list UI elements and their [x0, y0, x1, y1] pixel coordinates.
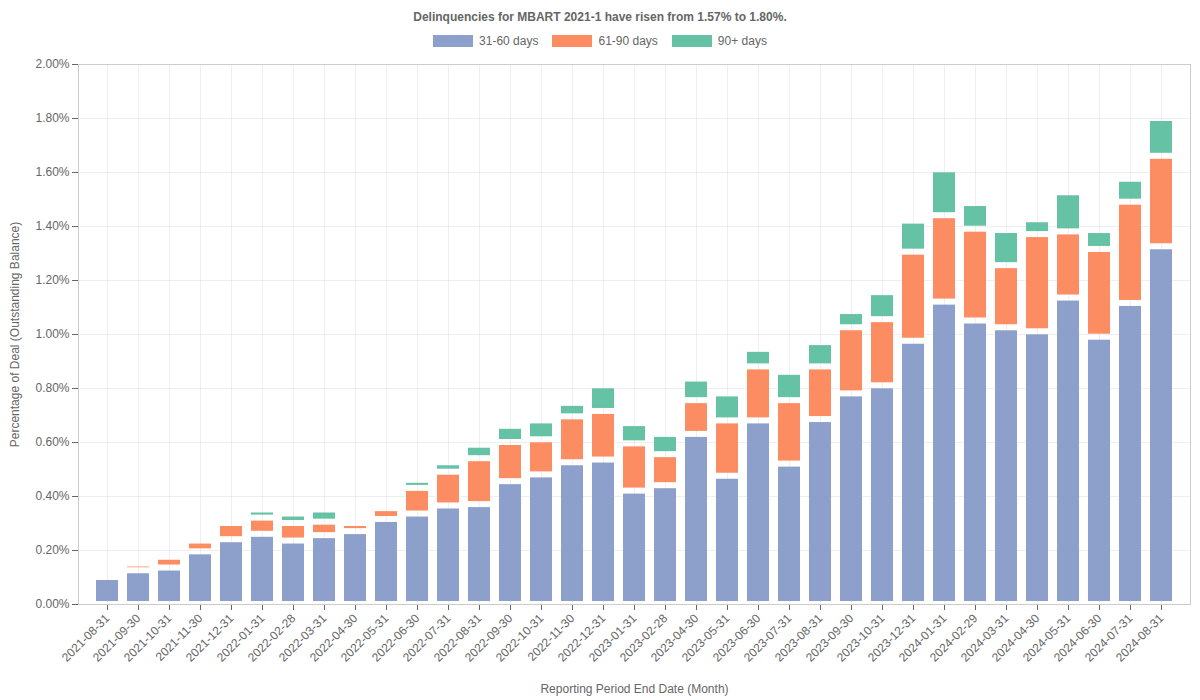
html-text:90+ days: 90+ days [717, 34, 767, 48]
svg-text:Percentage of Deal (Outstandin: Percentage of Deal (Outstanding Balance) [8, 222, 22, 447]
svg-text:2021-12-31: 2021-12-31 [183, 611, 237, 665]
svg-text:2022-07-31: 2022-07-31 [400, 611, 454, 665]
svg-text:2021-10-31: 2021-10-31 [121, 611, 175, 665]
svg-text:2023-08-31: 2023-08-31 [772, 611, 826, 665]
svg-text:2023-05-31: 2023-05-31 [679, 611, 733, 665]
svg-text:0.60%: 0.60% [35, 435, 69, 449]
svg-text:2023-01-31: 2023-01-31 [586, 611, 640, 665]
svg-text:1.40%: 1.40% [35, 219, 69, 233]
svg-text:2022-11-30: 2022-11-30 [524, 611, 578, 664]
svg-text:1.00%: 1.00% [35, 327, 69, 341]
svg-text:1.20%: 1.20% [35, 273, 69, 287]
html-text:61-90 days: 61-90 days [598, 34, 658, 48]
svg-text:2022-06-30: 2022-06-30 [369, 611, 423, 665]
svg-text:0.20%: 0.20% [35, 543, 69, 557]
svg-text:0.40%: 0.40% [35, 489, 69, 503]
svg-text:2022-04-30: 2022-04-30 [307, 611, 361, 665]
svg-text:1.60%: 1.60% [35, 165, 69, 179]
svg-text:2024-07-31: 2024-07-31 [1082, 611, 1136, 665]
svg-text:2023-12-31: 2023-12-31 [865, 611, 919, 665]
svg-text:2024-02-29: 2024-02-29 [927, 611, 981, 665]
svg-text:Reporting Period End Date (Mon: Reporting Period End Date (Month) [540, 682, 728, 696]
svg-text:2022-08-31: 2022-08-31 [431, 611, 485, 665]
html-text:Delinquencies for MBART 2021-1: Delinquencies for MBART 2021-1 have rise… [413, 10, 787, 24]
svg-text:2023-07-31: 2023-07-31 [741, 611, 795, 665]
svg-text:2023-10-31: 2023-10-31 [834, 611, 888, 665]
svg-text:2022-03-31: 2022-03-31 [276, 611, 330, 665]
svg-text:2024-03-31: 2024-03-31 [958, 611, 1012, 665]
svg-text:2022-12-31: 2022-12-31 [555, 611, 609, 665]
svg-text:1.80%: 1.80% [35, 111, 69, 125]
svg-text:2021-09-30: 2021-09-30 [90, 611, 144, 665]
svg-text:2024-06-30: 2024-06-30 [1051, 611, 1105, 665]
svg-text:2022-02-28: 2022-02-28 [245, 611, 299, 665]
svg-text:2022-09-30: 2022-09-30 [462, 611, 516, 665]
svg-text:2024-08-31: 2024-08-31 [1113, 611, 1167, 665]
svg-text:2024-04-30: 2024-04-30 [989, 611, 1043, 665]
html-text:31-60 days: 31-60 days [479, 34, 539, 48]
svg-text:2023-06-30: 2023-06-30 [710, 611, 764, 665]
svg-text:2022-05-31: 2022-05-31 [338, 611, 392, 665]
svg-text:2021-08-31: 2021-08-31 [59, 611, 113, 665]
svg-text:2023-02-28: 2023-02-28 [617, 611, 671, 665]
svg-text:2.00%: 2.00% [35, 57, 69, 71]
svg-text:0.00%: 0.00% [35, 597, 69, 611]
svg-text:2022-10-31: 2022-10-31 [493, 611, 547, 665]
svg-text:2024-05-31: 2024-05-31 [1020, 611, 1074, 665]
svg-text:0.80%: 0.80% [35, 381, 69, 395]
svg-text:2021-11-30: 2021-11-30 [152, 611, 206, 664]
svg-text:2022-01-31: 2022-01-31 [214, 611, 268, 665]
svg-text:2023-04-30: 2023-04-30 [648, 611, 702, 665]
svg-text:2023-09-30: 2023-09-30 [803, 611, 857, 665]
svg-text:2024-01-31: 2024-01-31 [896, 611, 950, 665]
